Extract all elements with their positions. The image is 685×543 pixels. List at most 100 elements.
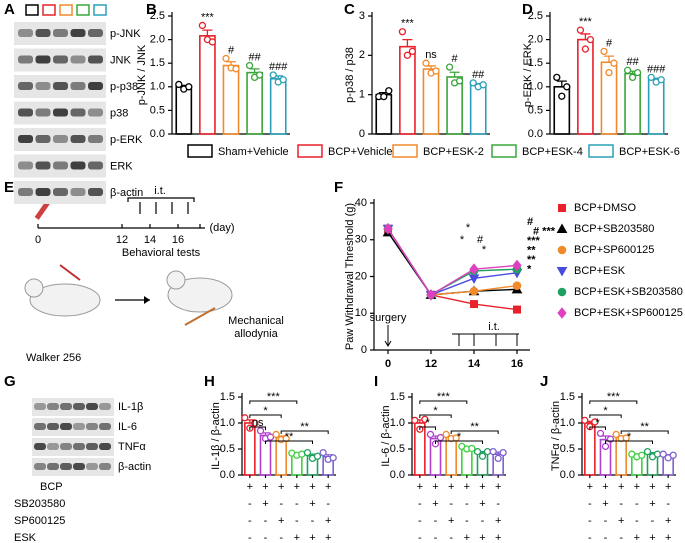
bracket (249, 414, 282, 418)
band (70, 161, 86, 170)
treatment-sign: + (587, 481, 593, 493)
bracket-label: * (457, 431, 462, 443)
injection (59, 264, 81, 281)
legend-label: BCP+ESK+SB203580 (574, 286, 683, 298)
data-point (610, 59, 618, 67)
y-tick-label: 2 (359, 49, 365, 61)
treatment-sign: + (278, 515, 284, 527)
band (88, 161, 103, 170)
treatment-sign: + (602, 498, 608, 510)
band (88, 188, 103, 196)
error-bar (449, 71, 460, 77)
y-tick-label: 2.5 (150, 10, 165, 22)
significance: ** (527, 254, 536, 266)
band (70, 55, 86, 64)
legend-label: BCP+SB203580 (574, 223, 654, 235)
bracket (249, 400, 298, 404)
treatment-sign: + (649, 532, 655, 543)
treatment-sign: - (588, 515, 592, 527)
legend-label: BCP+ESK-4 (522, 146, 583, 158)
treatment-sign: - (619, 532, 623, 543)
y-tick-label: 0.5 (390, 443, 405, 455)
treatment-sign: + (294, 532, 300, 543)
data-point (591, 418, 599, 426)
data-point (623, 66, 632, 74)
error-bar (402, 38, 413, 47)
data-point (596, 429, 605, 438)
error-bar (580, 33, 591, 40)
e-day: 0 (35, 234, 41, 246)
bracket-label: * (263, 405, 268, 417)
data-point (185, 83, 193, 91)
y-tick-label: 2.0 (150, 34, 165, 46)
blot-label: p-ERK (110, 134, 143, 146)
e-day: 12 (116, 234, 128, 246)
significance: *** (201, 11, 215, 23)
data-point (251, 419, 259, 427)
data-point (232, 65, 240, 73)
band (86, 423, 98, 430)
bracket (605, 440, 653, 444)
treatment-sign: + (479, 532, 485, 543)
bar (175, 86, 193, 135)
treatment-sign: - (311, 515, 315, 527)
marker (556, 267, 568, 277)
panel-letter: J (540, 373, 548, 390)
y-axis-label: Paw Withdrawal Threshold (g) (344, 203, 356, 350)
band (35, 29, 51, 37)
y-tick-label: 1.0 (560, 417, 575, 429)
error-bar (556, 80, 567, 87)
arrow-head (144, 296, 150, 304)
marker (557, 245, 567, 255)
marker (426, 289, 436, 301)
data-point (473, 447, 482, 456)
it-arrows (452, 333, 519, 346)
legend-label: BCP+Vehicle (328, 146, 393, 158)
treatment-sign: + (432, 498, 438, 510)
data-point (442, 430, 450, 439)
data-point (385, 87, 393, 95)
band (86, 463, 98, 470)
significance: ### (269, 61, 288, 73)
e-unit: (day) (209, 222, 234, 234)
significance: * (466, 222, 471, 234)
data-point (282, 434, 290, 443)
error-bar (249, 68, 260, 73)
data-point (563, 83, 571, 91)
band (34, 423, 46, 430)
y-tick-label: 1.5 (220, 391, 235, 403)
bar (246, 71, 263, 135)
data-point (600, 47, 608, 56)
marker (556, 223, 568, 233)
treatment-sign: - (279, 532, 283, 543)
lane-key (59, 4, 73, 16)
y-axis-label: IL-6 / β-actin (380, 405, 392, 466)
band (70, 108, 86, 117)
filament (184, 307, 216, 326)
e-it: i.t. (154, 185, 166, 197)
bracket (589, 400, 638, 404)
treatment-sign: - (295, 515, 299, 527)
data-point (329, 454, 337, 462)
blot-label: IL-6 (118, 421, 137, 433)
y-tick-label: 1.0 (150, 81, 165, 93)
band (99, 403, 111, 410)
treatment-sign: - (449, 498, 453, 510)
y-tick-label: 1.0 (220, 417, 235, 429)
blot-label: ERK (110, 160, 133, 172)
band (70, 29, 86, 37)
bracket (419, 426, 436, 430)
treatment-sign: + (325, 515, 331, 527)
data-point (612, 430, 620, 439)
data-point (198, 21, 207, 30)
band (73, 443, 85, 450)
band (60, 463, 72, 470)
treatment-sign: + (309, 498, 315, 510)
bar (399, 45, 416, 135)
treatment-sign: - (248, 515, 252, 527)
band (53, 161, 68, 170)
treatment-sign: + (262, 498, 268, 510)
diagram-e: Walker 256 surgery i.t. 0 12 14 16 (day)… (24, 185, 284, 364)
band (73, 403, 85, 410)
treatment-sign: - (418, 515, 422, 527)
